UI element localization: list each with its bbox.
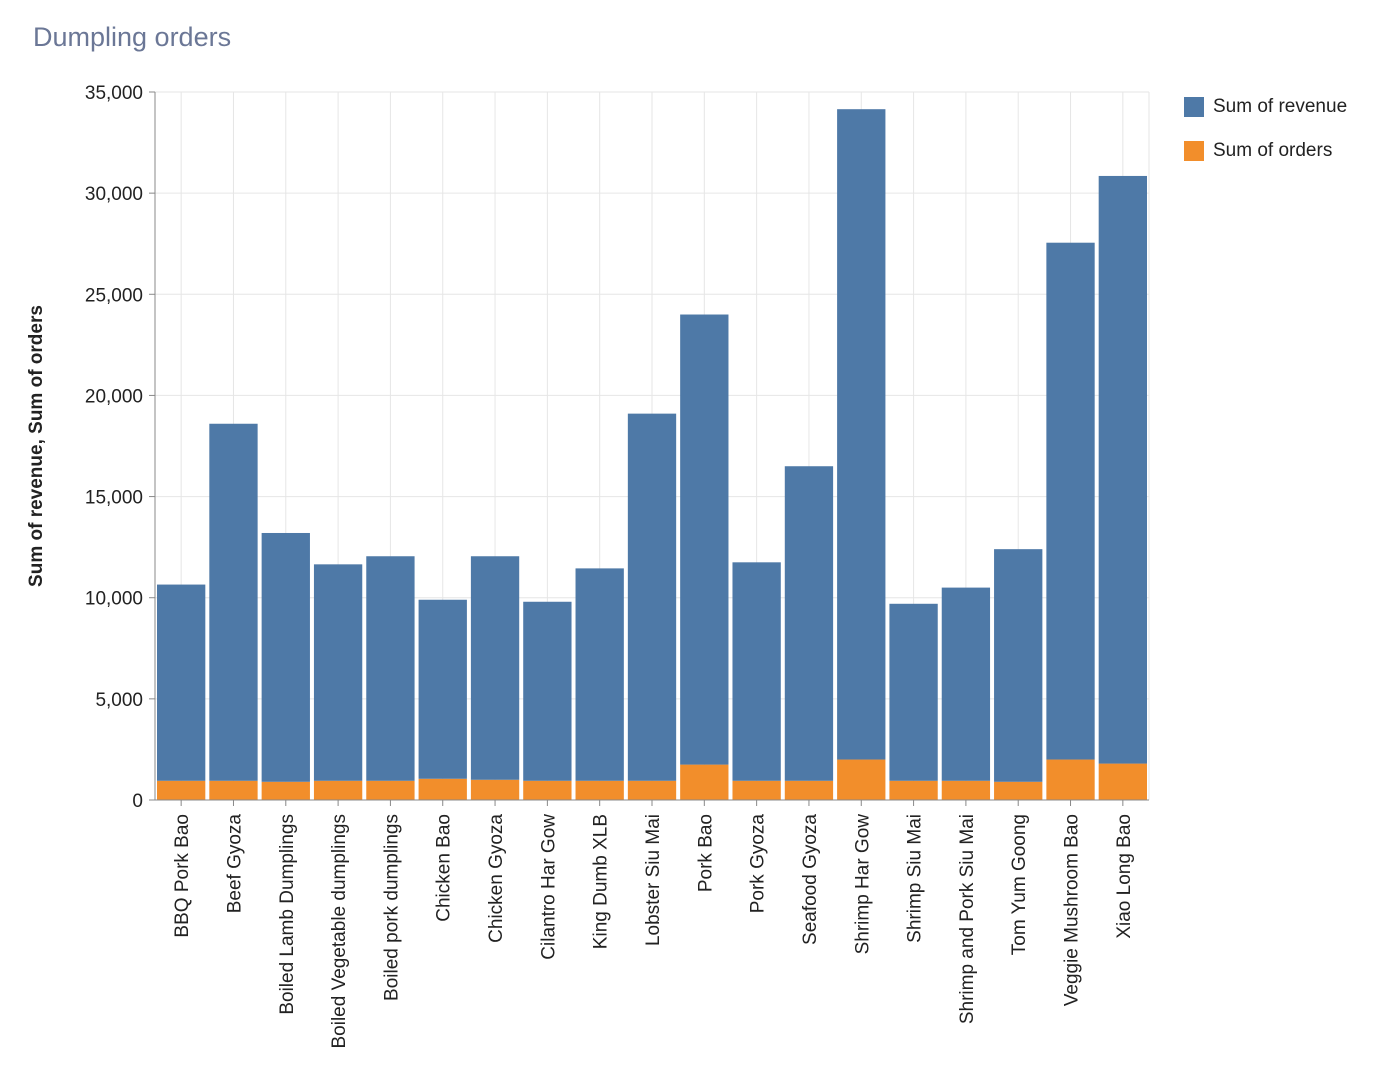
x-tick-label: King Dumb XLB bbox=[591, 814, 612, 949]
x-tick-label: Shrimp and Pork Siu Mai bbox=[957, 814, 978, 1024]
legend-swatch-revenue bbox=[1184, 97, 1204, 117]
x-tick-label: Veggie Mushroom Bao bbox=[1062, 814, 1083, 1006]
x-tick-label: Chicken Bao bbox=[434, 814, 455, 922]
y-tick-label: 15,000 bbox=[85, 488, 143, 509]
bar-revenue-0[interactable] bbox=[157, 584, 206, 781]
bar-revenue-13[interactable] bbox=[837, 109, 886, 760]
x-tick-label: Tom Yum Goong bbox=[1009, 814, 1030, 955]
bar-orders-1[interactable] bbox=[209, 780, 258, 800]
bar-revenue-8[interactable] bbox=[575, 568, 624, 781]
bar-revenue-5[interactable] bbox=[418, 599, 467, 779]
bar-revenue-15[interactable] bbox=[941, 587, 991, 781]
bar-orders-10[interactable] bbox=[680, 764, 729, 800]
legend-item-orders: Sum of orders bbox=[1184, 140, 1347, 162]
x-tick-label: Shrimp Har Gow bbox=[852, 814, 873, 955]
x-tick-label: Shrimp Siu Mai bbox=[905, 814, 926, 943]
x-tick-label: Pork Bao bbox=[695, 814, 716, 892]
bar-revenue-11[interactable] bbox=[732, 562, 781, 781]
y-tick-label: 35,000 bbox=[85, 83, 143, 104]
y-tick-label: 25,000 bbox=[85, 285, 143, 306]
y-axis-label: Sum of revenue, Sum of orders bbox=[26, 305, 47, 587]
x-tick-label: Boiled Vegetable dumplings bbox=[329, 814, 350, 1049]
bar-revenue-17[interactable] bbox=[1046, 242, 1095, 760]
bar-orders-18[interactable] bbox=[1098, 763, 1147, 800]
legend: Sum of revenue Sum of orders bbox=[1184, 96, 1347, 184]
bar-orders-7[interactable] bbox=[523, 780, 572, 800]
bar-revenue-3[interactable] bbox=[313, 564, 363, 781]
legend-item-revenue: Sum of revenue bbox=[1184, 96, 1347, 118]
x-tick-label: Lobster Siu Mai bbox=[643, 814, 664, 946]
x-tick-label: Beef Gyoza bbox=[224, 814, 245, 914]
bar-orders-9[interactable] bbox=[627, 780, 677, 800]
bars bbox=[157, 109, 1147, 800]
y-tick-label: 20,000 bbox=[85, 386, 143, 407]
bar-orders-16[interactable] bbox=[994, 781, 1043, 800]
bar-orders-6[interactable] bbox=[470, 779, 520, 800]
bar-orders-17[interactable] bbox=[1046, 759, 1095, 800]
x-tick-label: Boiled pork dumplings bbox=[381, 814, 402, 1001]
legend-label-orders: Sum of orders bbox=[1213, 140, 1333, 161]
bar-revenue-1[interactable] bbox=[209, 423, 258, 781]
bar-orders-4[interactable] bbox=[366, 780, 415, 800]
bar-revenue-6[interactable] bbox=[470, 556, 520, 780]
y-tick-label: 5,000 bbox=[95, 690, 143, 711]
bar-orders-5[interactable] bbox=[418, 778, 467, 800]
legend-swatch-orders bbox=[1184, 141, 1204, 161]
bar-orders-2[interactable] bbox=[261, 781, 310, 800]
y-tick-label: 10,000 bbox=[85, 589, 143, 610]
y-tick-label: 0 bbox=[132, 791, 143, 812]
bar-orders-8[interactable] bbox=[575, 780, 624, 800]
x-tick-label: Seafood Gyoza bbox=[800, 814, 821, 945]
bar-revenue-16[interactable] bbox=[994, 549, 1043, 782]
bar-orders-11[interactable] bbox=[732, 780, 781, 800]
bar-orders-14[interactable] bbox=[889, 780, 938, 800]
x-tick-label: Xiao Long Bao bbox=[1114, 814, 1135, 939]
bar-orders-12[interactable] bbox=[784, 780, 834, 800]
bar-revenue-2[interactable] bbox=[261, 532, 310, 782]
bar-revenue-9[interactable] bbox=[627, 413, 677, 781]
x-axis-ticks: BBQ Pork Bao Beef Gyoza Boiled Lamb Dumpli… bbox=[172, 800, 1135, 1049]
bar-orders-15[interactable] bbox=[941, 780, 991, 800]
bar-orders-0[interactable] bbox=[157, 780, 206, 800]
bar-revenue-4[interactable] bbox=[366, 556, 415, 781]
x-tick-label: Cilantro Har Gow bbox=[538, 814, 559, 960]
bar-revenue-14[interactable] bbox=[889, 603, 938, 781]
chart-title: Dumpling orders bbox=[33, 22, 232, 52]
x-tick-label: Chicken Gyoza bbox=[486, 814, 507, 943]
x-tick-label: BBQ Pork Bao bbox=[172, 814, 193, 938]
bar-orders-13[interactable] bbox=[837, 759, 886, 800]
x-tick-label: Boiled Lamb Dumplings bbox=[277, 814, 298, 1015]
y-tick-label: 30,000 bbox=[85, 184, 143, 205]
legend-label-revenue: Sum of revenue bbox=[1213, 96, 1348, 117]
y-axis-ticks: 0 5,000 10,000 15,000 20,000 25,000 30,000 35,0… bbox=[85, 83, 155, 812]
bar-revenue-12[interactable] bbox=[784, 466, 834, 781]
x-tick-label: Pork Gyoza bbox=[748, 814, 769, 914]
bar-revenue-10[interactable] bbox=[680, 314, 729, 765]
bar-orders-3[interactable] bbox=[313, 780, 363, 800]
bar-revenue-7[interactable] bbox=[523, 601, 572, 781]
bar-revenue-18[interactable] bbox=[1098, 175, 1147, 764]
